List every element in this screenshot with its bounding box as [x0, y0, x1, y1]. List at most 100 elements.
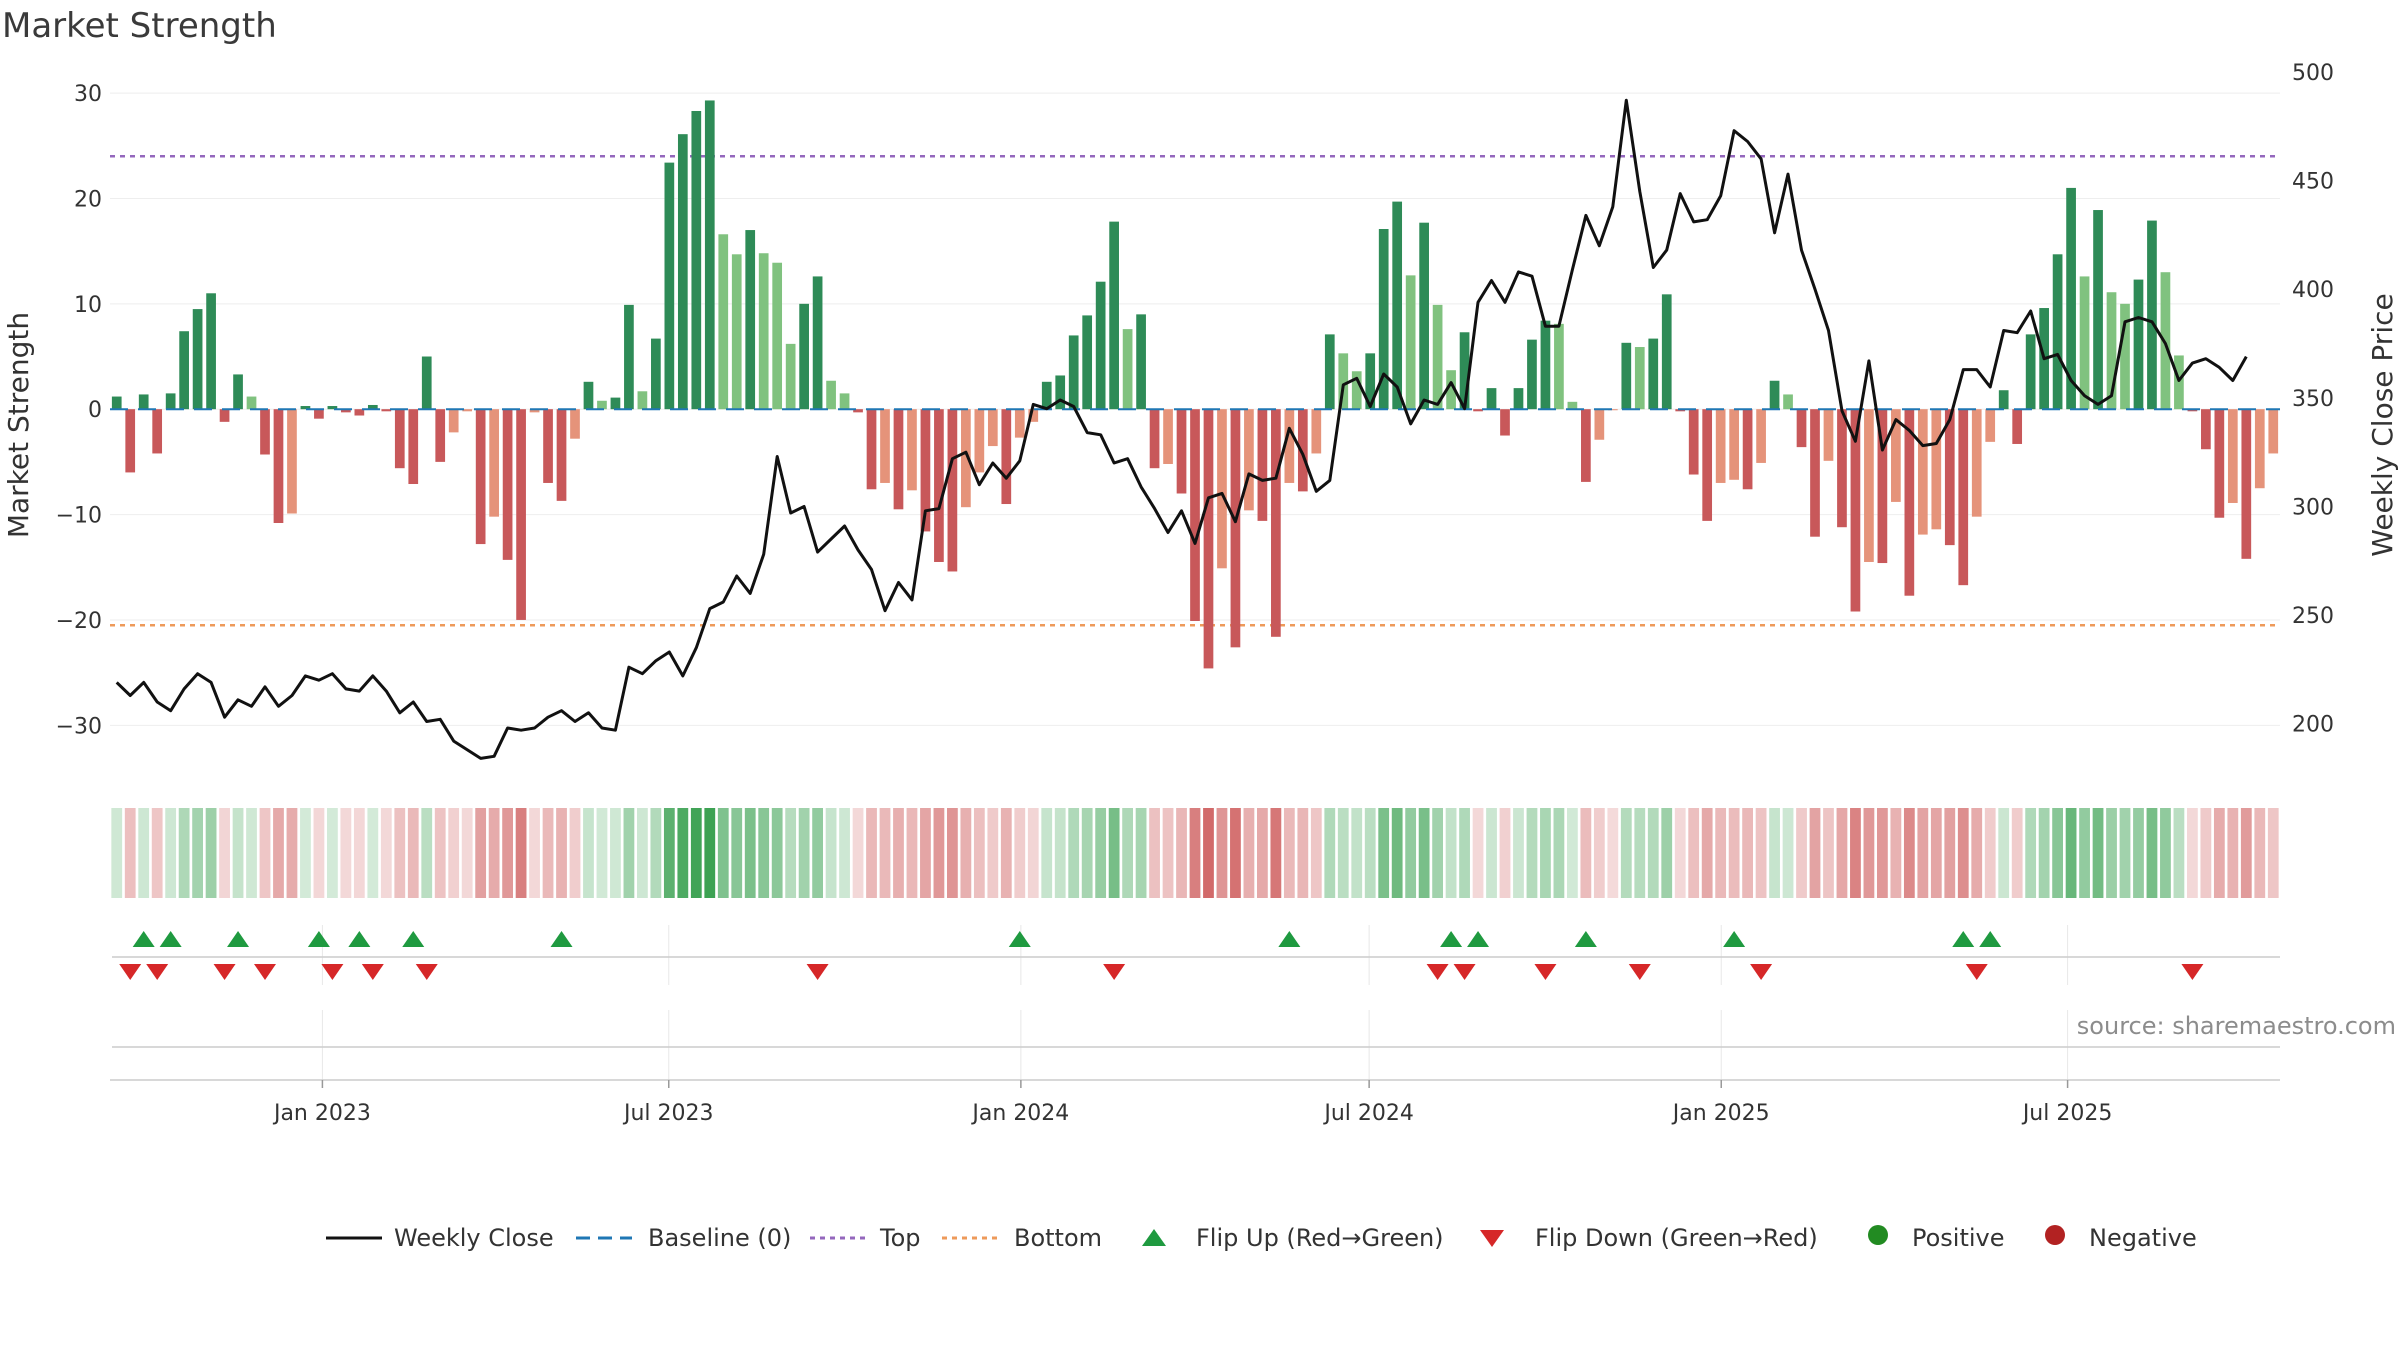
strength-bar [624, 304, 634, 410]
y-tick-label: 30 [74, 82, 102, 107]
strength-strip-cell [744, 808, 756, 898]
legend-label: Weekly Close [394, 1224, 554, 1252]
strength-strip-cell [2106, 808, 2117, 898]
legend-swatch [1868, 1225, 1888, 1245]
strength-bar [2025, 334, 2036, 410]
legend-label: Flip Down (Green→Red) [1535, 1224, 1818, 1252]
strength-strip-cell [1540, 808, 1551, 898]
strength-strip-cell [1310, 808, 1322, 898]
strength-strip-cell [1769, 808, 1780, 898]
flip-up-marker [1440, 931, 1463, 947]
strength-bar [1554, 323, 1564, 410]
flip-up-marker [1467, 931, 1490, 947]
legend-label: Top [879, 1224, 921, 1252]
strength-strip-cell [407, 808, 419, 898]
strength-strip-cell [2079, 808, 2090, 898]
strength-strip-cell [542, 808, 554, 898]
strength-bar [893, 409, 904, 510]
strength-bar [961, 409, 971, 508]
strength-strip-cell [866, 808, 877, 898]
strength-bar [421, 356, 432, 410]
strength-bar [1041, 381, 1052, 410]
strength-bar [219, 409, 230, 422]
strength-strip-cell [1998, 808, 2010, 898]
strength-bar [1297, 409, 1308, 492]
strength-strip-cell [1984, 808, 1996, 898]
strength-bar [1459, 332, 1470, 410]
strength-strip-cell [1054, 808, 1066, 898]
strength-bar [2012, 409, 2023, 444]
strength-bar [179, 331, 189, 410]
strength-strip-cell [515, 808, 527, 898]
strength-strip-cell [1836, 808, 1848, 898]
strength-bar [192, 309, 203, 410]
strength-bar [435, 409, 446, 462]
strength-bar [731, 254, 742, 410]
strength-bar [772, 262, 783, 410]
strength-bar [2079, 276, 2090, 410]
strength-bar [637, 391, 648, 410]
strength-bar [1486, 388, 1497, 410]
strength-strip-cell [394, 808, 406, 898]
strength-strip-cell [623, 808, 635, 898]
strength-bar [2214, 409, 2225, 518]
strength-bar [448, 409, 459, 433]
strength-bar [475, 409, 486, 545]
strength-strip-cell [690, 808, 702, 898]
strength-strip-cell [2052, 808, 2063, 898]
y2-tick-label: 250 [2292, 604, 2334, 629]
flip-down-marker [1453, 964, 1476, 980]
strength-strip-cell [1027, 808, 1039, 898]
strength-strip-cell [1742, 808, 1753, 898]
strength-bar [462, 409, 473, 412]
strength-strip-cell [502, 808, 513, 898]
strength-strip-cell [2240, 808, 2252, 898]
strength-bar [1405, 275, 1416, 410]
x-tick-label: Jan 2025 [1671, 1101, 1770, 1126]
strength-bar [839, 393, 850, 410]
strength-bar [1742, 409, 1753, 490]
x-tick-label: Jul 2023 [622, 1101, 714, 1126]
strength-strip-cell [1917, 808, 1929, 898]
strength-strip-cell [1472, 808, 1484, 898]
strength-strip-cell [947, 808, 958, 898]
strength-strip-cell [1930, 808, 1942, 898]
strength-bar [1284, 409, 1295, 483]
strength-bar [1378, 229, 1389, 410]
y2-tick-label: 300 [2292, 495, 2334, 520]
strength-strip-cell [1486, 808, 1497, 898]
y-tick-label: 20 [74, 187, 102, 212]
strength-bar [1958, 409, 1969, 586]
strength-strip-cell [771, 808, 783, 898]
strength-bar [1419, 222, 1429, 410]
flip-down-marker [146, 964, 169, 980]
strength-strip-cell [1634, 808, 1646, 898]
strength-strip-cell [704, 808, 716, 898]
strength-strip-cell [1257, 808, 1268, 898]
strength-bar [246, 396, 257, 410]
strength-bar [880, 409, 890, 483]
strength-bar [1392, 201, 1403, 410]
strength-strip-cell [798, 808, 810, 898]
flip-up-marker [1952, 931, 1975, 947]
strength-strip-cell [111, 808, 123, 898]
strength-strip-cell [650, 808, 662, 898]
strength-strip-cell [2133, 808, 2144, 898]
strength-strip-cell [583, 808, 594, 898]
flip-up-marker [227, 931, 250, 947]
strength-strip-cell [1620, 808, 1632, 898]
x-tick-label: Jan 2024 [970, 1101, 1069, 1126]
strength-strip-cell [973, 808, 985, 898]
strength-bar [677, 134, 688, 410]
strength-bar [2106, 292, 2117, 410]
strength-bar [1810, 409, 1820, 537]
strength-strip-cell [1513, 808, 1524, 898]
y2-tick-label: 400 [2292, 278, 2334, 303]
strength-strip-cell [1499, 808, 1511, 898]
strength-strip-cell [124, 808, 136, 898]
strength-bar [570, 409, 580, 439]
strength-bar [2174, 355, 2184, 410]
strength-bar [327, 406, 338, 410]
x-tick-label: Jul 2025 [2021, 1101, 2113, 1126]
